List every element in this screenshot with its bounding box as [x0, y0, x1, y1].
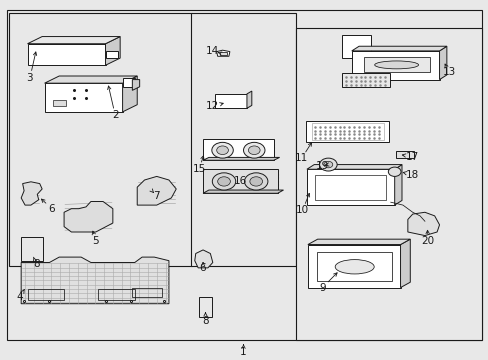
Bar	[395, 150, 413, 158]
Text: 14: 14	[206, 46, 219, 56]
Polygon shape	[351, 46, 446, 51]
Text: 6: 6	[48, 204, 55, 214]
Bar	[316, 252, 391, 281]
Circle shape	[217, 177, 230, 186]
Polygon shape	[105, 51, 118, 58]
Polygon shape	[21, 257, 168, 304]
Text: 10: 10	[295, 206, 308, 216]
Ellipse shape	[334, 260, 373, 274]
Circle shape	[211, 142, 233, 158]
Text: 9: 9	[319, 283, 325, 293]
Bar	[363, 57, 429, 72]
Ellipse shape	[374, 61, 418, 69]
Polygon shape	[306, 169, 394, 205]
Text: 7: 7	[153, 191, 160, 201]
Text: 18: 18	[405, 170, 419, 180]
Polygon shape	[194, 250, 212, 268]
Circle shape	[319, 158, 336, 171]
Text: 8: 8	[202, 316, 208, 325]
Text: 16: 16	[233, 176, 247, 186]
Bar	[215, 94, 246, 108]
Polygon shape	[307, 244, 400, 288]
Polygon shape	[21, 182, 42, 205]
Polygon shape	[122, 78, 135, 87]
Circle shape	[216, 146, 228, 154]
Bar	[9, 13, 192, 266]
Circle shape	[243, 142, 264, 158]
Polygon shape	[27, 37, 120, 44]
Bar	[53, 100, 65, 107]
Polygon shape	[105, 37, 120, 65]
Circle shape	[249, 177, 262, 186]
Text: 11: 11	[294, 153, 307, 163]
Text: 5: 5	[92, 236, 99, 246]
Polygon shape	[439, 46, 446, 80]
Bar	[341, 73, 389, 87]
Polygon shape	[400, 239, 409, 288]
Text: 4: 4	[17, 292, 23, 302]
Text: 2: 2	[112, 111, 119, 121]
Polygon shape	[246, 91, 251, 108]
Polygon shape	[203, 139, 273, 160]
Text: 17: 17	[405, 152, 419, 162]
Polygon shape	[203, 157, 279, 160]
Bar	[190, 13, 295, 266]
Circle shape	[248, 146, 260, 154]
Polygon shape	[394, 165, 401, 205]
Bar	[98, 289, 135, 300]
Polygon shape	[203, 168, 277, 193]
Polygon shape	[122, 76, 137, 112]
Bar	[306, 121, 388, 142]
Text: 20: 20	[421, 236, 433, 246]
Bar	[311, 123, 383, 140]
Text: 6: 6	[199, 263, 206, 273]
Circle shape	[324, 161, 332, 168]
Bar	[198, 297, 212, 317]
Text: 15: 15	[192, 164, 205, 174]
Text: 1: 1	[240, 347, 246, 357]
Bar	[295, 28, 482, 339]
Circle shape	[244, 173, 267, 190]
Polygon shape	[44, 76, 137, 83]
Polygon shape	[216, 50, 229, 56]
Bar	[341, 35, 370, 58]
Polygon shape	[132, 80, 140, 90]
Polygon shape	[44, 83, 122, 112]
Polygon shape	[203, 190, 283, 193]
Bar	[27, 289, 64, 300]
Polygon shape	[137, 176, 176, 205]
Circle shape	[212, 173, 235, 190]
Polygon shape	[27, 44, 105, 65]
Bar	[21, 237, 43, 261]
Text: 3: 3	[26, 73, 33, 83]
Polygon shape	[351, 51, 439, 80]
Text: 8: 8	[33, 259, 40, 269]
Bar	[315, 175, 385, 200]
Bar	[220, 51, 227, 55]
Text: 12: 12	[206, 102, 219, 112]
Polygon shape	[307, 239, 409, 244]
Polygon shape	[407, 212, 439, 235]
Circle shape	[387, 167, 400, 176]
Text: 13: 13	[442, 67, 455, 77]
Bar	[132, 288, 161, 297]
Polygon shape	[64, 202, 113, 232]
Text: 19: 19	[315, 161, 328, 171]
Polygon shape	[306, 165, 401, 169]
